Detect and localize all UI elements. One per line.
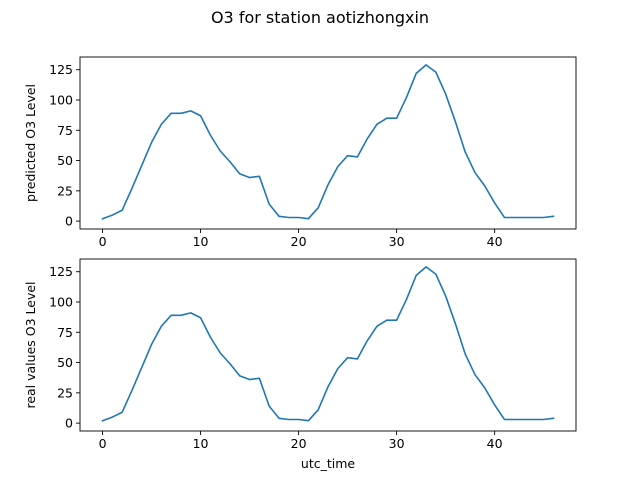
series-line-2-1 [101, 266, 555, 422]
y-tick-label: 75 [57, 123, 73, 138]
x-axis-label: utc_time [301, 456, 355, 471]
x-tick-label: 0 [99, 436, 107, 451]
y-tick-label: 50 [57, 153, 73, 168]
y-axis-label: predicted O3 Level [23, 84, 38, 202]
y-tick-label: 125 [49, 62, 73, 77]
y-tick-label: 50 [57, 355, 73, 370]
x-tick-label: 0 [99, 234, 107, 249]
subplot-2: 0 10 20 30 40 0 25 50 75 100 125 real values O3 Lev… [23, 258, 577, 471]
axes-frame [79, 258, 577, 432]
y-tick-label: 100 [49, 93, 73, 108]
y-tick-label: 100 [49, 295, 73, 310]
figure-title: O3 for station aotizhongxin [211, 8, 429, 27]
y-tick-label: 25 [57, 385, 73, 400]
x-tick-label: 40 [487, 234, 503, 249]
x-tick-label: 20 [291, 234, 307, 249]
y-tick-label: 25 [57, 183, 73, 198]
x-tick-label: 30 [389, 436, 405, 451]
subplot-1: 0 10 20 30 40 0 25 50 75 100 125 predicted O3 Level [23, 56, 577, 249]
axes-frame [79, 56, 577, 230]
x-tick-label: 40 [487, 436, 503, 451]
y-tick-label: 125 [49, 264, 73, 279]
series-line-1-1 [101, 64, 555, 220]
x-tick-label: 30 [389, 234, 405, 249]
y-tick-label: 75 [57, 325, 73, 340]
y-axis-label: real values O3 Level [23, 281, 38, 408]
x-tick-label: 20 [291, 436, 307, 451]
x-tick-label: 10 [193, 234, 209, 249]
x-tick-label: 10 [193, 436, 209, 451]
y-tick-label: 0 [65, 416, 73, 431]
y-tick-label: 0 [65, 214, 73, 229]
